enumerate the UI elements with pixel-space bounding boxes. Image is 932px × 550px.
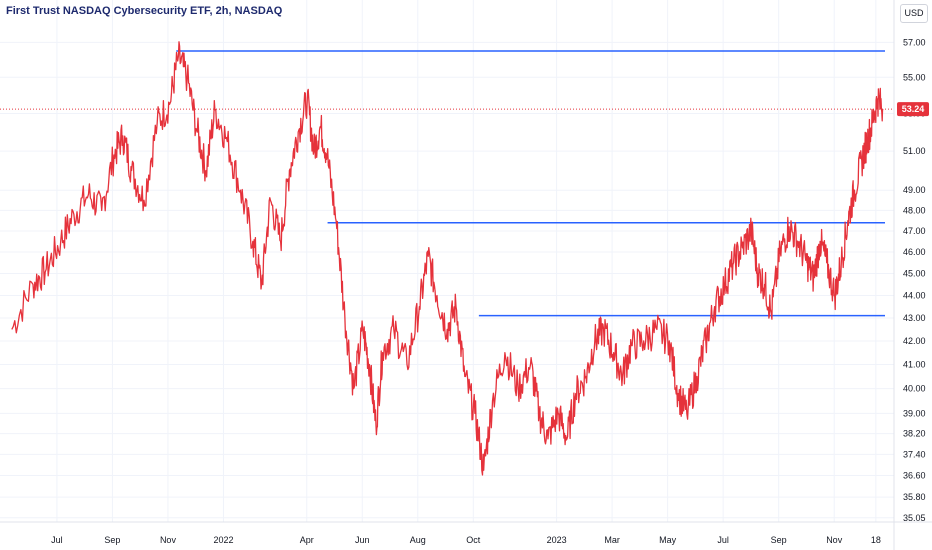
- x-tick-label: Jun: [355, 535, 370, 545]
- x-tick-label: Mar: [604, 535, 620, 545]
- x-tick-label: May: [659, 535, 677, 545]
- chart-title: First Trust NASDAQ Cybersecurity ETF, 2h…: [6, 5, 283, 17]
- y-tick-label: 44.00: [903, 290, 926, 300]
- y-tick-label: 38.20: [903, 429, 926, 439]
- y-tick-label: 40.00: [903, 384, 926, 394]
- x-tick-label: Sep: [771, 535, 787, 545]
- last-price-tag: [897, 102, 929, 117]
- x-tick-label: Sep: [104, 535, 120, 545]
- y-tick-label: 57.00: [903, 37, 926, 47]
- y-tick-label: 37.40: [903, 449, 926, 459]
- y-tick-label: 42.00: [903, 336, 926, 346]
- y-tick-label: 41.00: [903, 360, 926, 370]
- x-tick-label: Jul: [717, 535, 729, 545]
- x-tick-label: 2023: [547, 535, 567, 545]
- x-tick-label: Nov: [826, 535, 843, 545]
- x-tick-label: Jul: [51, 535, 63, 545]
- y-tick-label: 48.00: [903, 205, 926, 215]
- x-tick-label: Oct: [466, 535, 481, 545]
- y-tick-label: 35.80: [903, 492, 926, 502]
- x-tick-label: 2022: [213, 535, 233, 545]
- last-price-label: 53.24: [902, 104, 925, 114]
- x-tick-label: Apr: [300, 535, 314, 545]
- y-tick-label: 51.00: [903, 146, 926, 156]
- x-tick-label: 18: [871, 535, 881, 545]
- x-tick-label: Nov: [160, 535, 177, 545]
- y-tick-label: 43.00: [903, 313, 926, 323]
- y-tick-label: 39.00: [903, 408, 926, 418]
- x-tick-label: Aug: [410, 535, 426, 545]
- y-tick-label: 45.00: [903, 268, 926, 278]
- y-tick-label: 55.00: [903, 72, 926, 82]
- y-tick-label: 47.00: [903, 226, 926, 236]
- currency-button[interactable]: USD: [900, 4, 928, 23]
- price-line-series: [11, 41, 884, 476]
- y-tick-label: 49.00: [903, 185, 926, 195]
- y-tick-label: 35.05: [903, 513, 926, 523]
- y-tick-label: 46.00: [903, 247, 926, 257]
- y-tick-label: 36.60: [903, 470, 926, 480]
